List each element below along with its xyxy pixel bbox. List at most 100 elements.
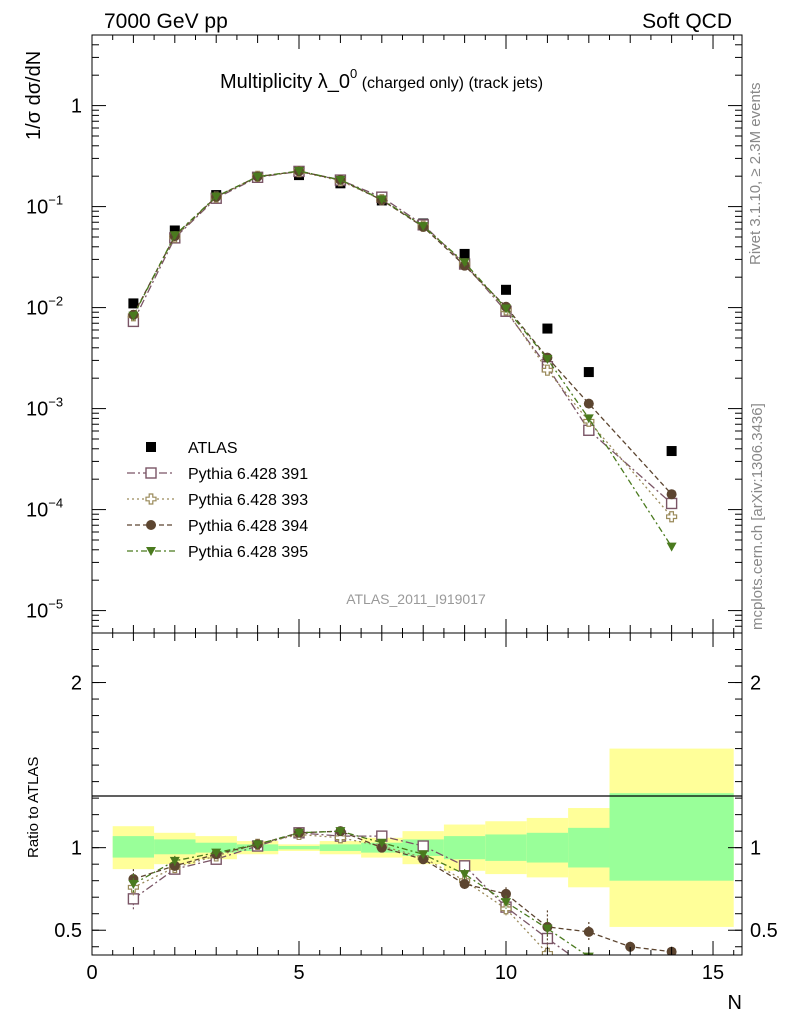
data-point: [583, 367, 594, 378]
data-point: [666, 542, 677, 552]
title-main: Multiplicity λ_0: [220, 71, 350, 93]
data-point: [418, 222, 429, 232]
data-point: [128, 298, 139, 309]
legend-entry-pythia-6-428-391: Pythia 6.428 391: [127, 466, 308, 483]
legend-entry-pythia-6-428-395: Pythia 6.428 395: [127, 544, 308, 561]
data-point: [128, 311, 139, 321]
ratio-data-point: [542, 924, 553, 934]
y-tick-label: 10−3: [26, 395, 63, 421]
legend-entry-atlas: ATLAS: [146, 440, 238, 457]
mcplots-label: mcplots.cern.ch [arXiv:1306.3436]: [749, 403, 766, 630]
uncertainty-band-inner: [112, 836, 155, 858]
uncertainty-band-inner: [526, 832, 569, 863]
data-point: [542, 323, 553, 334]
legend-label: Pythia 6.428 393: [188, 492, 308, 509]
legend-marker: [146, 520, 156, 530]
ratio-data-point: [376, 838, 387, 848]
uncertainty-band-inner: [568, 827, 610, 868]
legend-label: Pythia 6.428 391: [188, 466, 308, 483]
data-point: [666, 446, 677, 457]
uncertainty-band-inner: [443, 836, 486, 860]
y-tick-label: 10−1: [26, 193, 63, 219]
ratio-data-point: [584, 963, 594, 973]
data-point: [583, 414, 594, 424]
ratio-data-point: [501, 888, 512, 899]
data-point: [501, 304, 512, 314]
ratio-data-point: [501, 898, 512, 908]
ratio-series-line: [133, 833, 553, 955]
ratio-data-point: [335, 827, 346, 837]
series-pythia-6-428-391: [127, 165, 678, 510]
data-point: [169, 231, 180, 241]
data-point: [583, 398, 594, 409]
ratio-series-line: [133, 830, 588, 955]
main-plot-title: Multiplicity λ_00 (charged only) (track …: [220, 66, 543, 93]
data-point: [252, 172, 263, 182]
x-axis-label: N: [728, 992, 742, 1014]
ratio-data-point: [211, 848, 222, 858]
x-tick-label: 5: [293, 962, 304, 984]
data-point: [501, 284, 512, 295]
legend-marker: [146, 442, 156, 452]
ratio-plot-frame: [91, 632, 743, 956]
data-point: [376, 195, 387, 205]
data-point: [666, 489, 677, 500]
ratio-data-point: [583, 926, 594, 937]
title-subtext: (charged only) (track jets): [357, 75, 543, 92]
y-tick-label: 10−5: [26, 597, 63, 623]
uncertainty-band-inner: [154, 839, 196, 855]
ratio-y-axis-label: Ratio to ATLAS: [25, 757, 42, 858]
ratio-series-pythia-6-428-395: [128, 827, 594, 955]
legend-marker: [145, 467, 157, 479]
data-point: [335, 175, 346, 185]
header-left-label: 7000 GeV pp: [104, 10, 228, 33]
rivet-version-label: Rivet 3.1.10, ≥ 2.3M events: [747, 83, 764, 266]
ratio-data-point: [418, 850, 429, 860]
uncertainty-band-inner: [278, 846, 320, 850]
data-point: [541, 364, 554, 376]
y-tick-label: 10−2: [26, 294, 63, 320]
legend-marker: [145, 493, 157, 505]
y-tick-label: 10−4: [26, 496, 63, 522]
ratio-data-point: [459, 870, 470, 880]
data-point: [459, 248, 470, 259]
uncertainty-band-inner: [195, 842, 237, 853]
title-superscript: 0: [350, 66, 357, 81]
legend: ATLAS Pythia 6.428 391 Pythia 6.428 393 Pyt…: [127, 440, 308, 561]
x-tick-label: 15: [702, 962, 724, 984]
data-point: [542, 354, 553, 364]
ratio-data-point: [584, 968, 594, 978]
ratio-series-line: [133, 832, 572, 955]
ratio-data-point: [334, 832, 347, 844]
ratio-data-point: [294, 828, 305, 838]
data-point: [211, 192, 222, 202]
x-tick-label: 10: [495, 962, 517, 984]
ratio-data-point: [417, 840, 429, 852]
legend-label: Pythia 6.428 395: [188, 544, 308, 561]
legend-entry-pythia-6-428-394: Pythia 6.428 394: [127, 518, 308, 535]
legend-marker: [146, 547, 156, 556]
uncertainty-band-inner: [609, 793, 734, 881]
x-tick-label: 0: [86, 962, 97, 984]
ratio-data-point: [459, 878, 470, 889]
header-right-label: Soft QCD: [642, 10, 732, 33]
data-point: [666, 511, 678, 523]
series-pythia-6-428-395: [128, 167, 677, 552]
data-point: [665, 497, 678, 510]
data-point: [459, 258, 470, 268]
main-plot-panel: 1 10−1 10−2 10−3 10−4 10−5 Multiplicity λ_00 …: [23, 34, 742, 634]
ratio-plot-panel: 0.5 0.5 1 1 2 2 0 5 10 15 Ratio to ATLAS N: [25, 633, 778, 1014]
ratio-data-point: [625, 941, 636, 952]
data-point: [294, 167, 305, 177]
ratio-data-point: [252, 840, 263, 850]
data-point: [169, 225, 180, 236]
series-line: [132, 170, 673, 518]
legend-entry-pythia-6-428-393: Pythia 6.428 393: [127, 492, 308, 509]
legend-label: ATLAS: [188, 440, 238, 457]
uncertainty-band-inner: [319, 844, 362, 851]
ratio-data-point: [128, 879, 139, 889]
y-axis-label: 1/σ dσ/dN: [23, 51, 45, 140]
ratio-y-tick-label: 1: [71, 838, 82, 860]
ratio-data-point: [169, 856, 180, 866]
